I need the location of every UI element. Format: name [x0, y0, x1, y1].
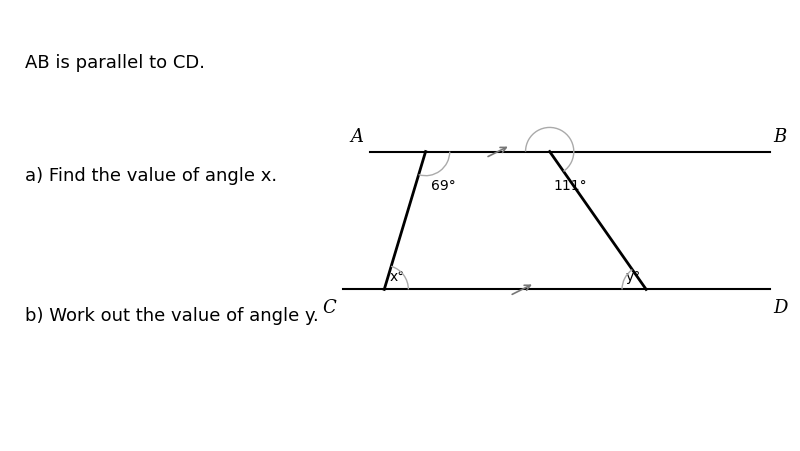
Text: b) Work out the value of angle y.: b) Work out the value of angle y. [25, 307, 318, 325]
Text: D: D [774, 298, 788, 316]
Text: C: C [322, 298, 336, 316]
Text: a) Find the value of angle x.: a) Find the value of angle x. [25, 167, 277, 185]
Text: B: B [774, 127, 787, 145]
Text: AB is parallel to CD.: AB is parallel to CD. [25, 54, 205, 72]
Text: 111°: 111° [554, 178, 587, 192]
Text: 69°: 69° [431, 178, 456, 192]
Text: y°: y° [626, 269, 641, 283]
Text: x°: x° [390, 269, 405, 283]
Text: A: A [350, 127, 363, 145]
